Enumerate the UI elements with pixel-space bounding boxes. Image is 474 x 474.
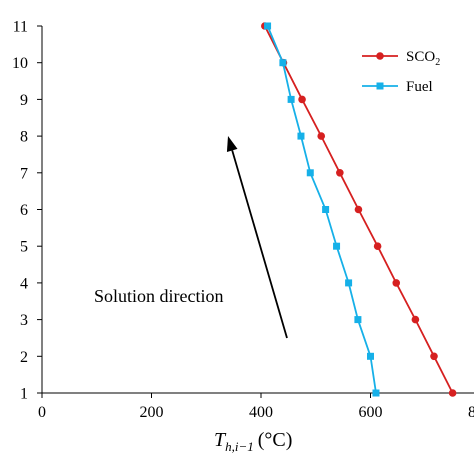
legend-fuel-marker [376,82,384,90]
data-point-fuel [322,206,330,213]
y-tick-label: 5 [20,239,28,256]
y-tick-label: 6 [20,202,28,219]
y-tick-label: 1 [20,386,28,403]
data-point-sco2 [392,279,401,287]
data-point-sco2 [298,95,306,104]
data-point-fuel [306,169,314,177]
x-axis-title: Th,i−1 (°C) [214,429,292,454]
tick-group: 1 2 3 4 5 6 7 8 9 10 11 0 200 400 600 800 [12,19,474,422]
y-tick-label: 4 [20,275,28,292]
solution-direction-label: Solution direction [94,286,224,306]
y-tick-label: 11 [13,19,28,36]
solution-direction-arrowhead [226,136,238,152]
x-tick-label: 200 [140,404,164,421]
data-point-fuel [345,279,353,287]
legend: SCO2 Fuel [362,49,440,95]
data-point-fuel [354,316,362,324]
data-point-fuel [287,95,295,103]
data-point-fuel [279,59,287,67]
data-point-fuel [264,22,272,30]
solution-direction-arrow [231,150,288,339]
x-tick-label: 0 [38,404,46,421]
data-point-fuel [372,389,380,397]
x-tick-label: 400 [249,404,273,421]
y-tick-label: 8 [20,129,28,146]
data-point-fuel [333,242,341,250]
data-point-fuel [297,132,305,140]
data-point-sco2 [354,205,363,214]
data-point-sco2 [336,169,344,177]
data-point-fuel [367,352,374,360]
x-tick-label: 800 [468,404,474,421]
solution-direction-annotation: Solution direction [94,136,288,339]
data-point-sco2 [430,352,438,361]
series-group [261,22,457,397]
legend-fuel-label: Fuel [406,79,433,95]
y-tick-label: 10 [12,55,28,72]
y-tick-label: 7 [20,165,28,182]
y-tick-label: 9 [20,92,28,109]
x-tick-label: 600 [359,404,383,421]
data-point-sco2 [317,132,326,140]
y-tick-label: 2 [20,349,28,366]
data-point-sco2 [448,389,457,397]
legend-sco2-label: SCO2 [406,49,440,68]
y-tick-label: 3 [20,312,28,329]
data-point-sco2 [373,242,382,250]
data-point-sco2 [411,315,420,324]
legend-sco2-marker [376,52,384,60]
